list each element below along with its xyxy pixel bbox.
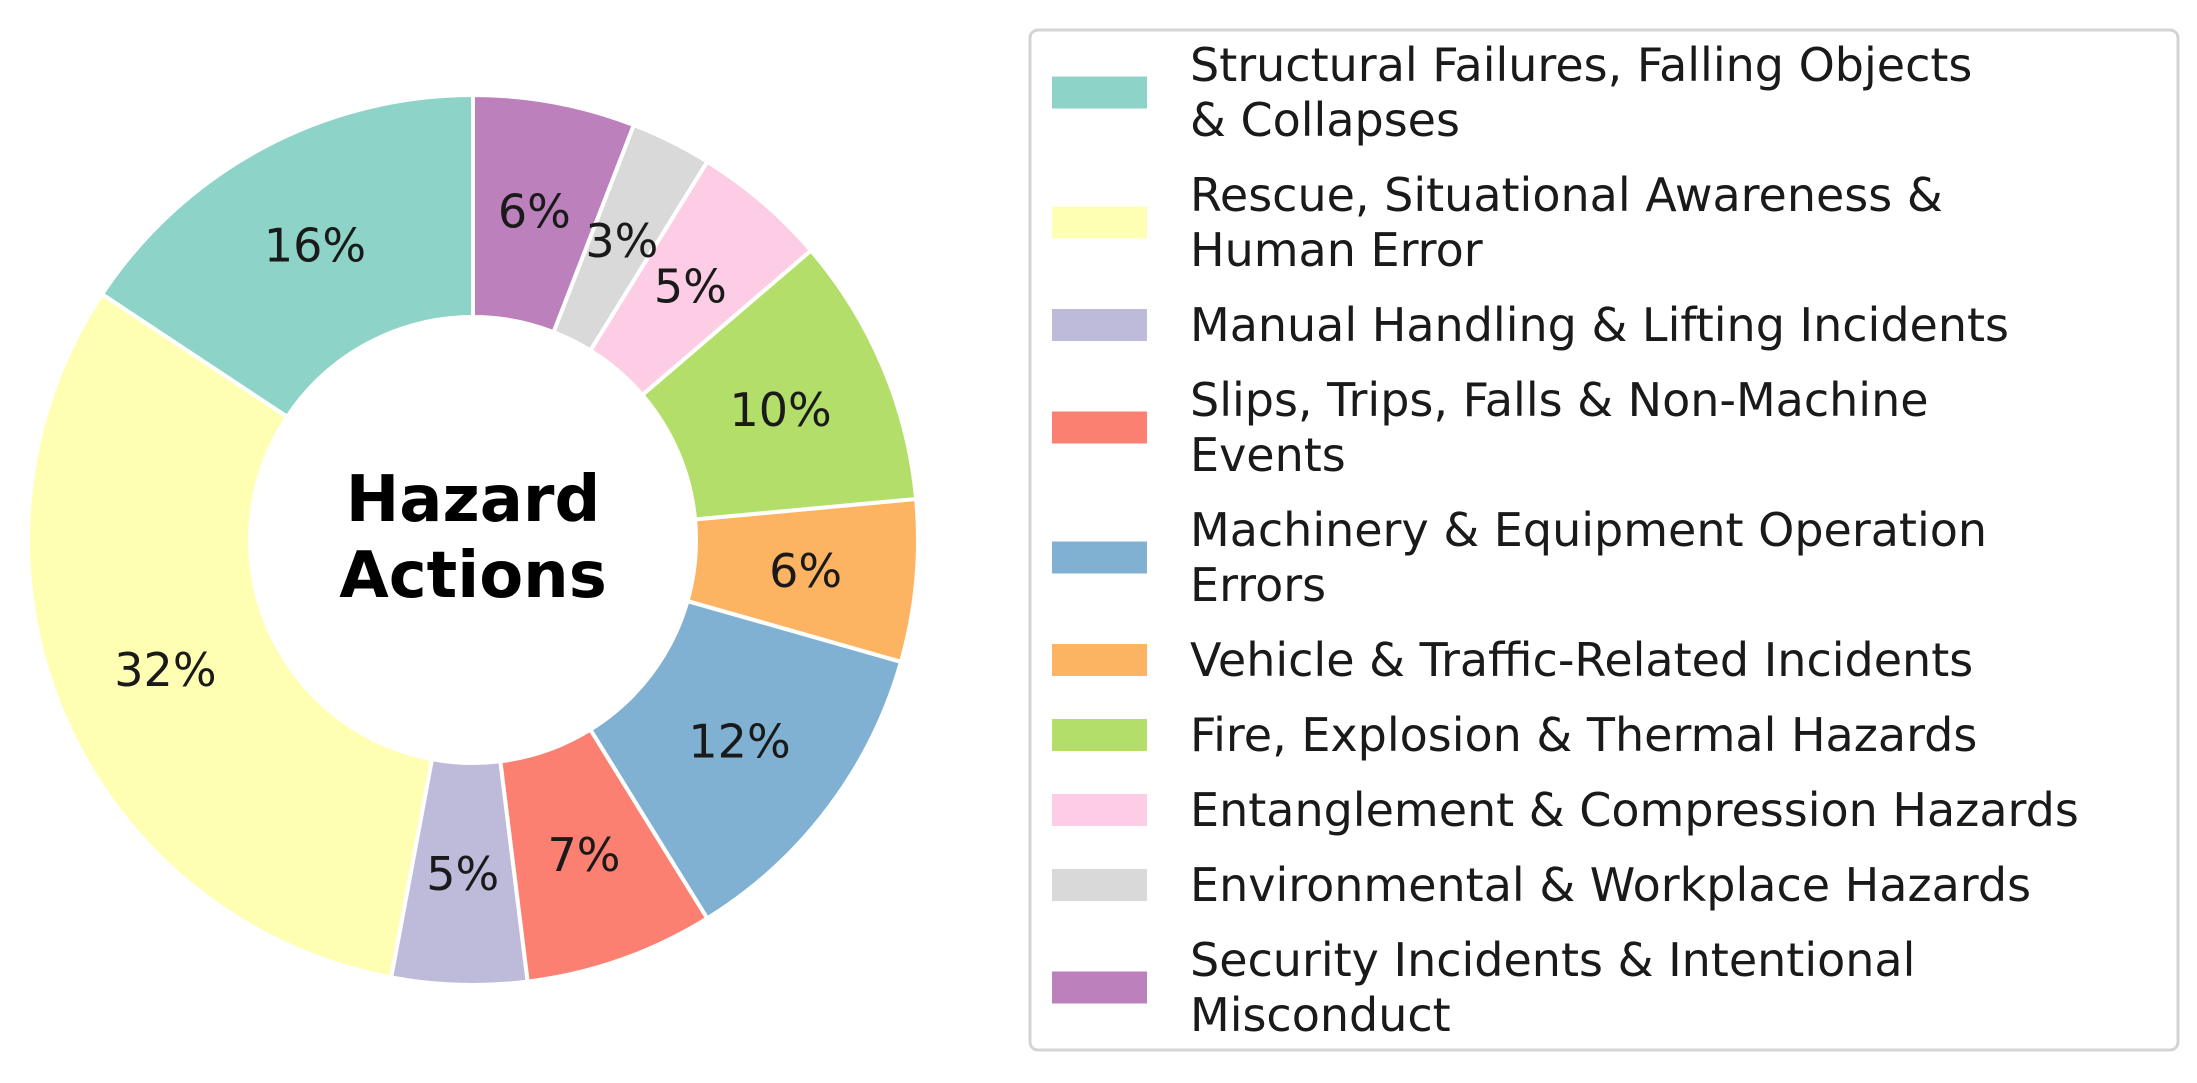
center-title-line-2: Actions (339, 539, 607, 613)
legend-label-8: Entanglement & Compression Hazards (1190, 783, 2079, 837)
slice-percent-label-6: 6% (769, 544, 842, 598)
legend-label-2: Rescue, Situational Awareness & Human Err… (1190, 168, 1943, 277)
legend-label-1: Structural Failures, Falling Objects & Co… (1190, 38, 1972, 147)
slice-percent-label-7: 10% (729, 383, 831, 437)
legend: Structural Failures, Falling Objects & Co… (1028, 28, 2180, 1052)
legend-entry-9: Environmental & Workplace Hazards (1052, 858, 2031, 912)
slice-percent-label-1: 16% (264, 219, 366, 273)
legend-swatch-4 (1052, 411, 1147, 444)
legend-entry-3: Manual Handling & Lifting Incidents (1052, 298, 2009, 352)
legend-entry-6: Vehicle & Traffic-Related Incidents (1052, 633, 1973, 687)
center-title-line-1: Hazard (346, 463, 601, 537)
legend-label-4: Slips, Trips, Falls & Non-Machine Events (1190, 373, 1929, 482)
donut-slice-5 (588, 599, 904, 921)
legend-entry-4: Slips, Trips, Falls & Non-Machine Events (1052, 373, 1929, 482)
donut-slice-1 (100, 93, 475, 419)
legend-swatch-8 (1052, 794, 1147, 826)
slice-percent-label-4: 7% (548, 828, 621, 882)
legend-swatch-6 (1052, 644, 1147, 676)
legend-frame (1028, 28, 2180, 1052)
legend-label-6: Vehicle & Traffic-Related Incidents (1190, 633, 1973, 687)
slice-percent-label-8: 5% (654, 259, 727, 313)
legend-label-10: Security Incidents & Intentional Miscondu… (1190, 933, 1915, 1042)
legend-swatch-2 (1052, 206, 1147, 239)
slice-percent-label-2: 32% (114, 643, 216, 697)
donut-slice-2 (26, 292, 435, 980)
legend-entry-8: Entanglement & Compression Hazards (1052, 783, 2079, 837)
legend-swatch-5 (1052, 541, 1147, 574)
legend-label-5: Machinery & Equipment Operation Errors (1190, 503, 1987, 612)
legend-entries: Structural Failures, Falling Objects & Co… (1052, 38, 2079, 1042)
legend-label-3: Manual Handling & Lifting Incidents (1190, 298, 2009, 352)
legend-entry-1: Structural Failures, Falling Objects & Co… (1052, 38, 1972, 147)
legend-swatch-3 (1052, 309, 1147, 341)
slice-percent-label-3: 5% (426, 847, 499, 901)
percentage-labels: 16%32%5% 7%12%6%10%5%3%6% (114, 185, 842, 901)
legend-entry-10: Security Incidents & Intentional Miscondu… (1052, 933, 1915, 1042)
legend-entry-5: Machinery & Equipment Operation Errors (1052, 503, 1987, 612)
center-title: Hazard Actions (339, 463, 607, 613)
legend-swatch-10 (1052, 971, 1147, 1004)
legend-label-9: Environmental & Workplace Hazards (1190, 858, 2031, 912)
legend-entry-2: Rescue, Situational Awareness & Human Err… (1052, 168, 1943, 277)
legend-swatch-7 (1052, 719, 1147, 751)
donut-slice-10 (471, 93, 636, 335)
slice-percent-label-10: 6% (498, 185, 571, 239)
legend-swatch-1 (1052, 76, 1147, 109)
slice-percent-label-5: 12% (688, 714, 790, 768)
legend-label-7: Fire, Explosion & Thermal Hazards (1190, 708, 1977, 762)
donut-slices (26, 93, 920, 987)
legend-swatch-9 (1052, 869, 1147, 901)
legend-entry-7: Fire, Explosion & Thermal Hazards (1052, 708, 1977, 762)
slice-percent-label-9: 3% (585, 214, 658, 268)
